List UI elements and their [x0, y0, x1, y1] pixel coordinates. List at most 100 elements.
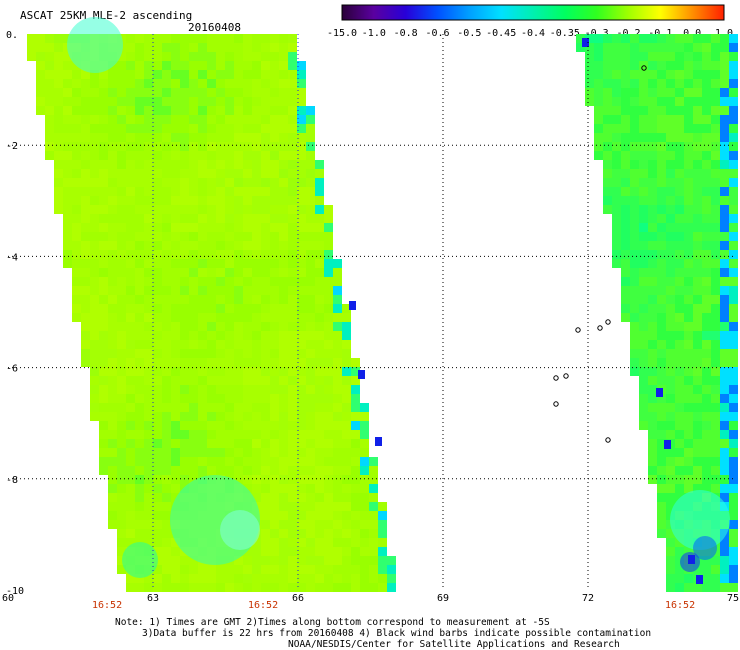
- swath-cell: [261, 142, 270, 151]
- swath-cell: [180, 106, 189, 115]
- swath-cell: [261, 538, 270, 547]
- swath-cell: [216, 151, 225, 160]
- swath-cell: [342, 565, 351, 574]
- swath-cell: [216, 169, 225, 178]
- swath-cell: [270, 151, 279, 160]
- swath-cell: [360, 502, 369, 511]
- swath-cell: [270, 349, 279, 358]
- x-tick-label: 72: [582, 593, 594, 604]
- swath-cell: [270, 34, 279, 43]
- swath-cell: [621, 187, 630, 196]
- swath-cell: [117, 232, 126, 241]
- swath-cell: [189, 106, 198, 115]
- swath-cell: [288, 277, 297, 286]
- swath-cell: [603, 34, 612, 43]
- swath-cell: [297, 160, 306, 169]
- swath-cell: [279, 223, 288, 232]
- swath-cell: [117, 349, 126, 358]
- swath-cell: [189, 430, 198, 439]
- swath-cell: [279, 394, 288, 403]
- swath-cell: [621, 241, 630, 250]
- swath-cell: [225, 34, 234, 43]
- swath-cell: [342, 493, 351, 502]
- swath-cell: [252, 259, 261, 268]
- swath-cell: [108, 358, 117, 367]
- swath-cell: [279, 205, 288, 214]
- swath-cell: [666, 295, 675, 304]
- swath-cell: [153, 241, 162, 250]
- swath-cell: [711, 430, 720, 439]
- swath-cell: [216, 349, 225, 358]
- swath-cell: [648, 115, 657, 124]
- swath-cell: [729, 295, 738, 304]
- swath-cell: [621, 259, 630, 268]
- swath-cell: [288, 169, 297, 178]
- swath-cell: [729, 331, 738, 340]
- swath-cell: [702, 43, 711, 52]
- swath-cell: [171, 394, 180, 403]
- swath-cell: [243, 223, 252, 232]
- swath-cell: [324, 304, 333, 313]
- swath-cell: [243, 286, 252, 295]
- swath-cell: [306, 529, 315, 538]
- swath-cell: [711, 556, 720, 565]
- swath-cell: [198, 34, 207, 43]
- swath-cell: [99, 394, 108, 403]
- swath-cell: [144, 340, 153, 349]
- swath-cell: [666, 376, 675, 385]
- swath-cell: [306, 106, 315, 115]
- swath-cell: [702, 475, 711, 484]
- swath-cell: [666, 430, 675, 439]
- swath-cell: [207, 34, 216, 43]
- swath-cell: [171, 358, 180, 367]
- swath-cell: [297, 583, 306, 592]
- swath-cell: [72, 295, 81, 304]
- swath-cell: [639, 124, 648, 133]
- swath-cell: [90, 385, 99, 394]
- swath-cell: [90, 268, 99, 277]
- swath-cell: [270, 394, 279, 403]
- swath-cell: [243, 403, 252, 412]
- swath-cell: [657, 52, 666, 61]
- swath-cell: [720, 376, 729, 385]
- swath-cell: [243, 295, 252, 304]
- swath-cell: [315, 439, 324, 448]
- swath-cell: [261, 214, 270, 223]
- swath-cell: [306, 511, 315, 520]
- swath-cell: [693, 187, 702, 196]
- swath-cell: [126, 538, 135, 547]
- swath-cell: [117, 214, 126, 223]
- swath-cell: [288, 457, 297, 466]
- swath-cell: [675, 466, 684, 475]
- colorbar-tick-label: -0.45: [486, 28, 516, 39]
- swath-cell: [648, 259, 657, 268]
- swath-cell: [108, 142, 117, 151]
- swath-cell: [153, 133, 162, 142]
- swath-cell: [198, 232, 207, 241]
- swath-cell: [126, 34, 135, 43]
- swath-cell: [729, 520, 738, 529]
- swath-cell: [216, 232, 225, 241]
- island-mark: [641, 65, 647, 71]
- swath-cell: [225, 133, 234, 142]
- swath-cell: [702, 70, 711, 79]
- swath-cell: [216, 205, 225, 214]
- swath-cell: [711, 322, 720, 331]
- swath-cell: [693, 466, 702, 475]
- swath-cell: [675, 115, 684, 124]
- swath-cell: [621, 295, 630, 304]
- axes: 60 63 66 69 72 750.-2-4-6-8-10: [2, 30, 739, 604]
- swath-cell: [684, 61, 693, 70]
- swath-cell: [252, 547, 261, 556]
- swath-cell: [117, 160, 126, 169]
- swath-cell: [306, 475, 315, 484]
- swath-cell: [162, 160, 171, 169]
- swath-cell: [306, 403, 315, 412]
- swath-cell: [144, 529, 153, 538]
- swath-cell: [729, 241, 738, 250]
- swath-cell: [243, 142, 252, 151]
- swath-cell: [135, 322, 144, 331]
- swath-cell: [72, 232, 81, 241]
- swath-cell: [126, 79, 135, 88]
- swath-cell: [162, 502, 171, 511]
